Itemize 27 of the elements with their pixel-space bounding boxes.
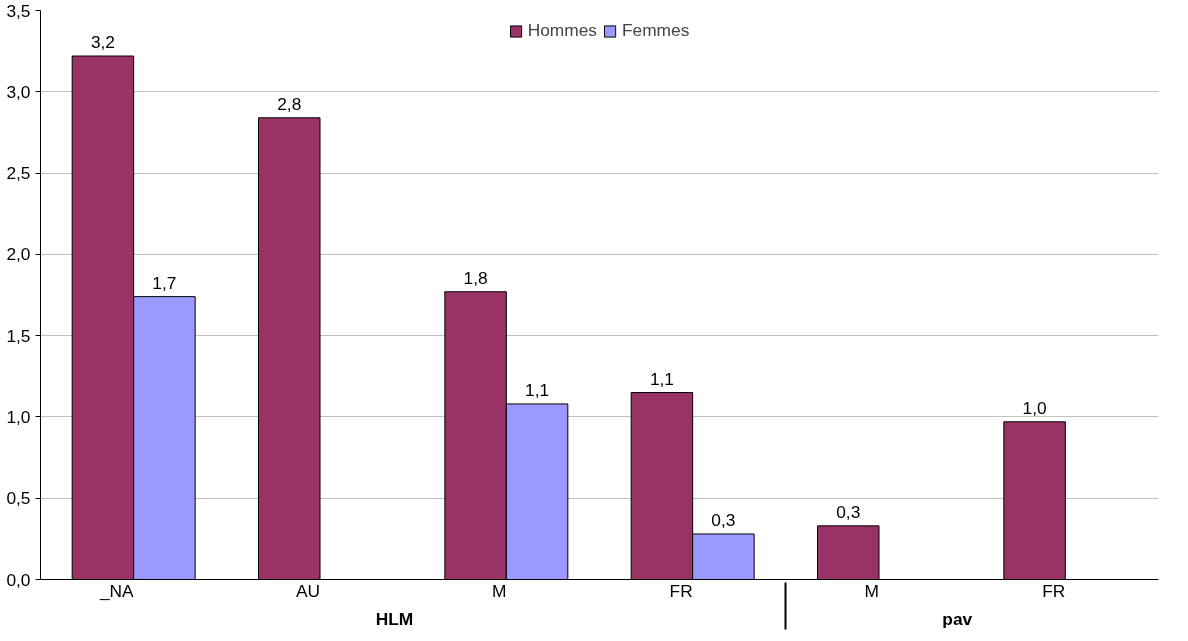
x-tick-label: AU <box>295 580 321 601</box>
data-label: 1,1 <box>525 379 550 400</box>
legend-label: Hommes <box>527 20 597 41</box>
text: pav <box>942 608 973 629</box>
x-tick-label: M <box>864 580 879 601</box>
y-tick-label: 0,0 <box>6 569 31 590</box>
data-label: 0,3 <box>711 509 736 530</box>
y-tick-label: 0,5 <box>6 488 31 509</box>
data-label: 1,7 <box>152 272 177 293</box>
data-label: 1,8 <box>463 267 488 288</box>
x-tick-label: FR <box>1042 580 1066 601</box>
data-label: 3,2 <box>90 32 115 53</box>
x-tick-label: FR <box>669 580 693 601</box>
data-label: 1,1 <box>649 368 674 389</box>
text: HLM <box>375 608 414 629</box>
y-tick-label: 1,5 <box>6 325 31 346</box>
legend-label: Femmes <box>621 20 690 41</box>
data-label: 1,0 <box>1022 397 1047 418</box>
data-label: 0,3 <box>836 501 861 522</box>
y-tick-label: 3,0 <box>6 81 31 102</box>
y-tick-label: 3,5 <box>6 0 31 21</box>
data-label: 2,8 <box>277 93 302 114</box>
y-tick-label: 1,0 <box>6 406 31 427</box>
y-tick-label: 2,0 <box>6 244 31 265</box>
x-tick-label: M <box>491 580 507 601</box>
x-tick-label: _NA <box>98 580 135 601</box>
y-tick-label: 2,5 <box>6 163 31 184</box>
